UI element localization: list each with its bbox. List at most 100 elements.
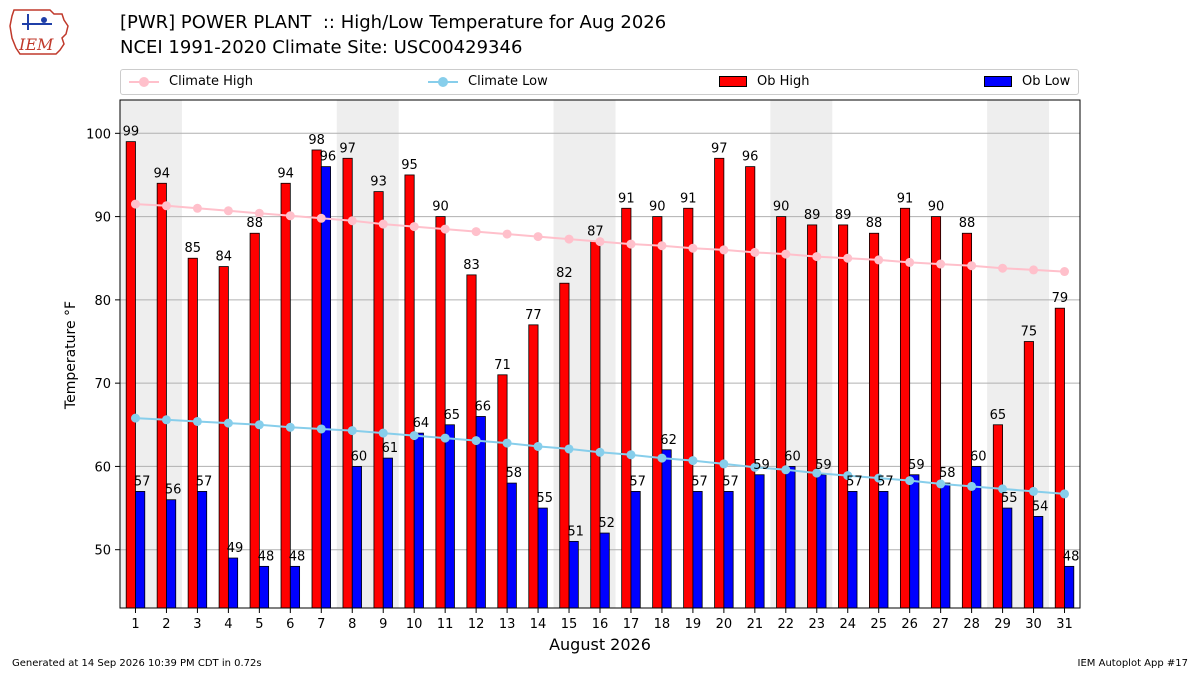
data-label-low: 52 (598, 516, 615, 531)
climate-low-point (130, 413, 140, 423)
data-label-high: 88 (866, 216, 883, 231)
x-tick-label: 28 (963, 617, 980, 632)
logo-text: IEM (18, 35, 54, 54)
climate-high-point (843, 253, 853, 263)
data-label-low: 64 (413, 416, 430, 431)
climate-low-point (874, 473, 884, 483)
y-tick-label: 90 (94, 211, 111, 226)
x-tick-label: 25 (870, 617, 887, 632)
bar-ob-low (816, 474, 827, 609)
data-label-low: 60 (970, 449, 987, 464)
climate-lines (130, 199, 1070, 499)
legend: Climate High Climate Low Ob High Ob Low (120, 69, 1079, 95)
data-label-high: 85 (185, 241, 202, 256)
bar-ob-low (847, 491, 858, 609)
data-label-high: 94 (277, 166, 294, 181)
climate-low-point (843, 471, 853, 481)
data-label-low: 57 (196, 474, 213, 489)
bar-ob-low (1064, 565, 1075, 609)
climate-low-point (781, 465, 791, 475)
bar-ob-high (156, 182, 167, 609)
footer-generated: Generated at 14 Sep 2026 10:39 PM CDT in… (12, 658, 262, 669)
climate-high-point (161, 201, 171, 211)
y-tick-label: 100 (86, 127, 111, 142)
climate-high-point (285, 211, 295, 221)
climate-high-point (781, 249, 791, 259)
climate-low-point (905, 476, 915, 486)
climate-low-point (750, 462, 760, 472)
climate-low-point (161, 415, 171, 425)
data-label-high: 88 (959, 216, 976, 231)
climate-high-point (905, 257, 915, 267)
bar-ob-high (869, 232, 880, 609)
data-label-low: 58 (939, 466, 956, 481)
bar-ob-high (745, 166, 756, 609)
bar-ob-high (404, 174, 415, 609)
climate-high-point (471, 227, 481, 237)
bar-ob-high (280, 182, 291, 609)
x-tick-label: 22 (778, 617, 795, 632)
data-label-low: 59 (908, 458, 925, 473)
data-label-low: 57 (134, 474, 151, 489)
bar-ob-high (992, 424, 1003, 609)
data-label-high: 90 (432, 200, 449, 215)
climate-low-point (998, 484, 1008, 494)
data-label-high: 90 (649, 200, 666, 215)
data-label-high: 99 (123, 125, 140, 140)
bar-ob-high (218, 266, 229, 609)
data-label-high: 91 (680, 191, 697, 206)
x-tick-label: 12 (468, 617, 485, 632)
x-tick-label: 11 (437, 617, 454, 632)
climate-low-point (564, 444, 574, 454)
climate-low-point (192, 416, 202, 426)
bar-ob-low (537, 507, 548, 609)
bar-ob-high (652, 216, 663, 609)
data-label-low: 55 (536, 491, 553, 506)
x-tick-label: 15 (561, 617, 578, 632)
legend-label: Climate Low (468, 74, 548, 89)
climate-high-point (936, 259, 946, 269)
y-tick-label: 80 (94, 294, 111, 309)
x-tick-label: 13 (499, 617, 516, 632)
data-label-low: 48 (258, 549, 275, 564)
y-tick-label: 60 (94, 460, 111, 475)
data-label-low: 61 (382, 441, 399, 456)
x-tick-label: 6 (286, 617, 294, 632)
data-label-high: 89 (804, 208, 821, 223)
climate-high-point (440, 224, 450, 234)
chart-title: [PWR] POWER PLANT :: High/Low Temperatur… (120, 12, 667, 33)
data-label-low: 65 (444, 408, 461, 423)
climate-high-point (657, 241, 667, 251)
bar-ob-high (838, 224, 849, 609)
bar-ob-low (444, 424, 455, 609)
climate-high-point (719, 245, 729, 255)
bar-ob-low (1002, 507, 1013, 609)
bar-ob-high (373, 191, 384, 609)
iem-logo: IEM (9, 9, 69, 55)
legend-label: Ob High (757, 74, 810, 89)
bar-ob-high (776, 216, 787, 609)
data-label-low: 59 (815, 458, 832, 473)
x-tick-label: 1 (131, 617, 139, 632)
data-label-high: 87 (587, 225, 604, 240)
x-tick-label: 5 (255, 617, 263, 632)
bar-ob-low (258, 565, 270, 609)
x-tick-label: 19 (685, 617, 702, 632)
bar-ob-high (683, 207, 694, 609)
data-label-high: 82 (556, 266, 573, 281)
legend-item-climate-high: Climate High (129, 74, 253, 89)
data-label-low: 57 (629, 474, 646, 489)
bar-ob-low (351, 466, 362, 609)
climate-high-point (192, 203, 202, 213)
x-tick-label: 18 (654, 617, 671, 632)
data-label-low: 57 (691, 474, 708, 489)
climate-high-point (967, 261, 977, 271)
climate-high-point (533, 232, 543, 242)
data-label-high: 65 (990, 408, 1007, 423)
bar-ob-low (166, 499, 177, 609)
climate-high-point (316, 213, 326, 223)
climate-high-point (750, 247, 760, 257)
data-label-high: 71 (494, 358, 511, 373)
data-label-low: 60 (784, 449, 801, 464)
bar-ob-low (692, 491, 703, 609)
